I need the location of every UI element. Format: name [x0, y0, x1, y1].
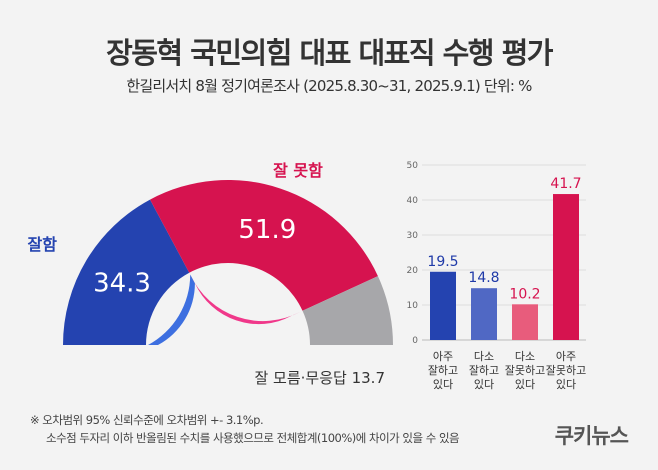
- x-tick-label: 잘못하고: [505, 363, 545, 377]
- x-tick-label: 아주: [433, 350, 453, 363]
- y-tick-label: 10: [407, 301, 419, 311]
- y-tick-label: 40: [407, 196, 419, 206]
- x-tick-label: 있다: [474, 378, 494, 391]
- donut-slice: [62, 199, 190, 345]
- x-tick-label: 있다: [556, 378, 576, 391]
- bar: [553, 194, 579, 340]
- chart-subtitle: 한길리서치 8월 정기여론조사 (2025.8.30~31, 2025.9.1)…: [126, 77, 532, 95]
- x-tick-label: 잘못하고: [546, 363, 586, 377]
- slice-value: 34.3: [93, 269, 151, 299]
- y-tick-label: 30: [407, 231, 419, 241]
- x-tick-label: 다소: [474, 350, 494, 363]
- x-tick-label: 잘하고: [428, 363, 458, 377]
- bar-value-label: 10.2: [509, 286, 540, 302]
- slice-label: 잘함: [28, 235, 58, 254]
- footnote-rounding: 소수점 두자리 이하 반올림된 수치를 사용했으므로 전체합계(100%)에 차…: [46, 431, 460, 445]
- x-tick-label: 잘하고: [469, 363, 499, 377]
- bar: [512, 304, 538, 340]
- bar: [471, 288, 497, 340]
- slice-value: 51.9: [238, 215, 296, 245]
- x-tick-label: 있다: [433, 378, 453, 391]
- y-tick-label: 0: [412, 336, 418, 346]
- y-tick-label: 50: [407, 161, 419, 171]
- footnote-margin-of-error: ※ 오차범위 95% 신뢰수준에 오차범위 +- 3.1%p.: [30, 413, 264, 427]
- logo: 쿠키뉴스: [554, 424, 629, 448]
- x-tick-label: 아주: [556, 350, 576, 363]
- donut-slice: [302, 276, 393, 345]
- bar-value-label: 41.7: [550, 176, 581, 192]
- bar-value-label: 14.8: [468, 270, 499, 286]
- y-tick-label: 20: [407, 266, 419, 276]
- bar-value-label: 19.5: [427, 254, 458, 270]
- slice-label: 잘 못함: [273, 161, 323, 180]
- slice-label: 잘 모름·무응답 13.7: [254, 369, 385, 387]
- chart-title: 장동혁 국민의힘 대표 대표직 수행 평가: [106, 36, 553, 70]
- x-tick-label: 다소: [515, 350, 535, 363]
- bar: [430, 271, 456, 340]
- donut-slice: [150, 180, 378, 311]
- inner-ring-segment: [148, 274, 195, 345]
- x-tick-label: 있다: [515, 378, 535, 391]
